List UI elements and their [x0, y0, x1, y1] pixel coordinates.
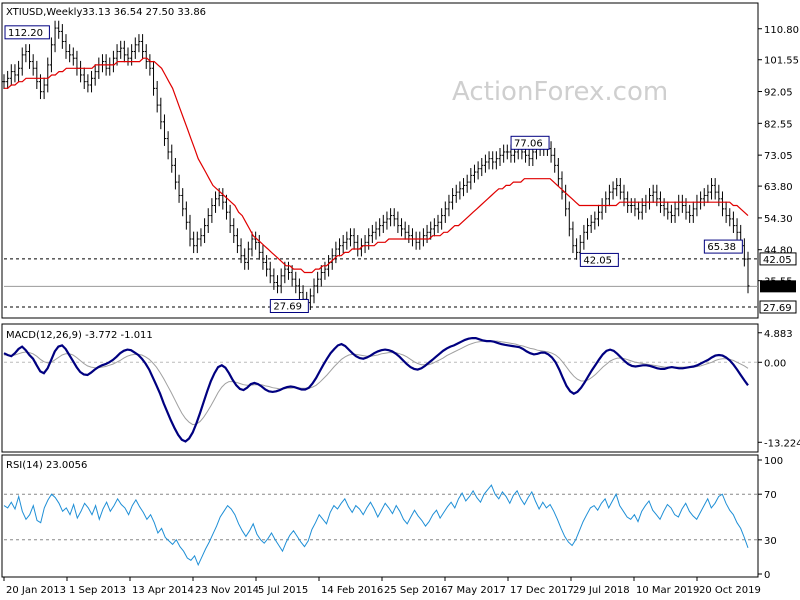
x-axis-label: 10 Mar 2019: [636, 585, 699, 596]
current-price-label: 33.86: [763, 282, 792, 293]
ohlc-label: 33.13 36.54 27.50 33.86: [82, 7, 206, 18]
x-axis-label: 7 May 2017: [447, 585, 506, 596]
macd-axis-label: 4.883: [764, 329, 793, 340]
annotation-label-4: 27.69: [273, 301, 302, 312]
rsi-axis-label: 70: [764, 490, 777, 501]
price-axis-label: 92.05: [764, 88, 793, 99]
annotation-box-2: [579, 252, 619, 267]
price-axis-label: 44.80: [764, 246, 793, 257]
price-panel-frame: [1, 2, 759, 319]
annotation-label-2: 42.05: [583, 255, 612, 266]
x-axis-label: 29 Jul 2018: [573, 585, 630, 596]
price-axis-label: 82.55: [764, 119, 793, 130]
rsi-axis-label: 30: [764, 536, 777, 547]
macd-axis-label: 0.00: [764, 358, 786, 369]
x-axis-label: 14 Feb 2016: [321, 585, 383, 596]
axis-layer: 110.80 101.55 92.05 82.55 73.05 63.80 54.30 44.…: [3, 25, 800, 596]
annotation-box-4: [269, 298, 309, 313]
macd-main-line: [3, 337, 749, 443]
x-axis-label: 1 Sep 2013: [69, 585, 126, 596]
price-axis-label: 101.55: [764, 56, 799, 67]
x-axis-label: 13 Apr 2014: [132, 585, 194, 596]
level-tag-label: 27.69: [763, 303, 792, 314]
price-axis-label: 63.80: [764, 182, 793, 193]
price-layer: 112.20 77.06 42.05 65.38 27.69: [2, 20, 758, 313]
x-axis-label: 5 Jul 2015: [258, 585, 308, 596]
price-axis-label: 73.05: [764, 151, 793, 162]
symbol-label: XTIUSD,Weekly: [6, 7, 82, 18]
x-axis-label: 23 Nov 2014: [195, 585, 259, 596]
macd-signal-line: [4, 340, 749, 426]
current-price-tag: [760, 280, 796, 293]
x-axis-label: 20 Jan 2013: [6, 585, 66, 596]
x-axis-label: 25 Sep 2016: [384, 585, 447, 596]
rsi-panel-frame: [1, 454, 759, 578]
x-axis-label: 17 Dec 2017: [510, 585, 574, 596]
annotation-label-0: 112.20: [8, 28, 43, 39]
rsi-title: RSI(14) 23.0056: [6, 460, 87, 471]
macd-layer: [3, 337, 758, 443]
macd-panel-frame: [1, 323, 759, 453]
rsi-layer: [3, 484, 758, 567]
macd-title: MACD(12,26,9) -3.772 -1.011: [6, 330, 153, 341]
annotation-label-1: 77.06: [514, 138, 543, 149]
moving-average-line: [4, 57, 749, 274]
annotation-box-3: [703, 239, 743, 254]
rsi-line: [3, 484, 749, 567]
price-axis-label: 54.30: [764, 214, 793, 225]
rsi-axis-label: 0: [764, 570, 770, 581]
x-axis-label: 20 Oct 2019: [699, 585, 761, 596]
level-tag-box: [759, 300, 797, 314]
price-axis-label: 110.80: [764, 25, 799, 36]
level-tag-box: [759, 252, 797, 266]
annotation-box-0: [4, 25, 50, 40]
annotation-label-3: 65.38: [707, 242, 736, 253]
level-tag-label: 42.05: [763, 255, 792, 266]
watermark: ActionForex.com: [452, 77, 668, 107]
macd-axis-label: -13.224: [764, 438, 800, 449]
annotation-box-1: [510, 135, 550, 150]
rsi-axis-label: 100: [764, 456, 783, 467]
